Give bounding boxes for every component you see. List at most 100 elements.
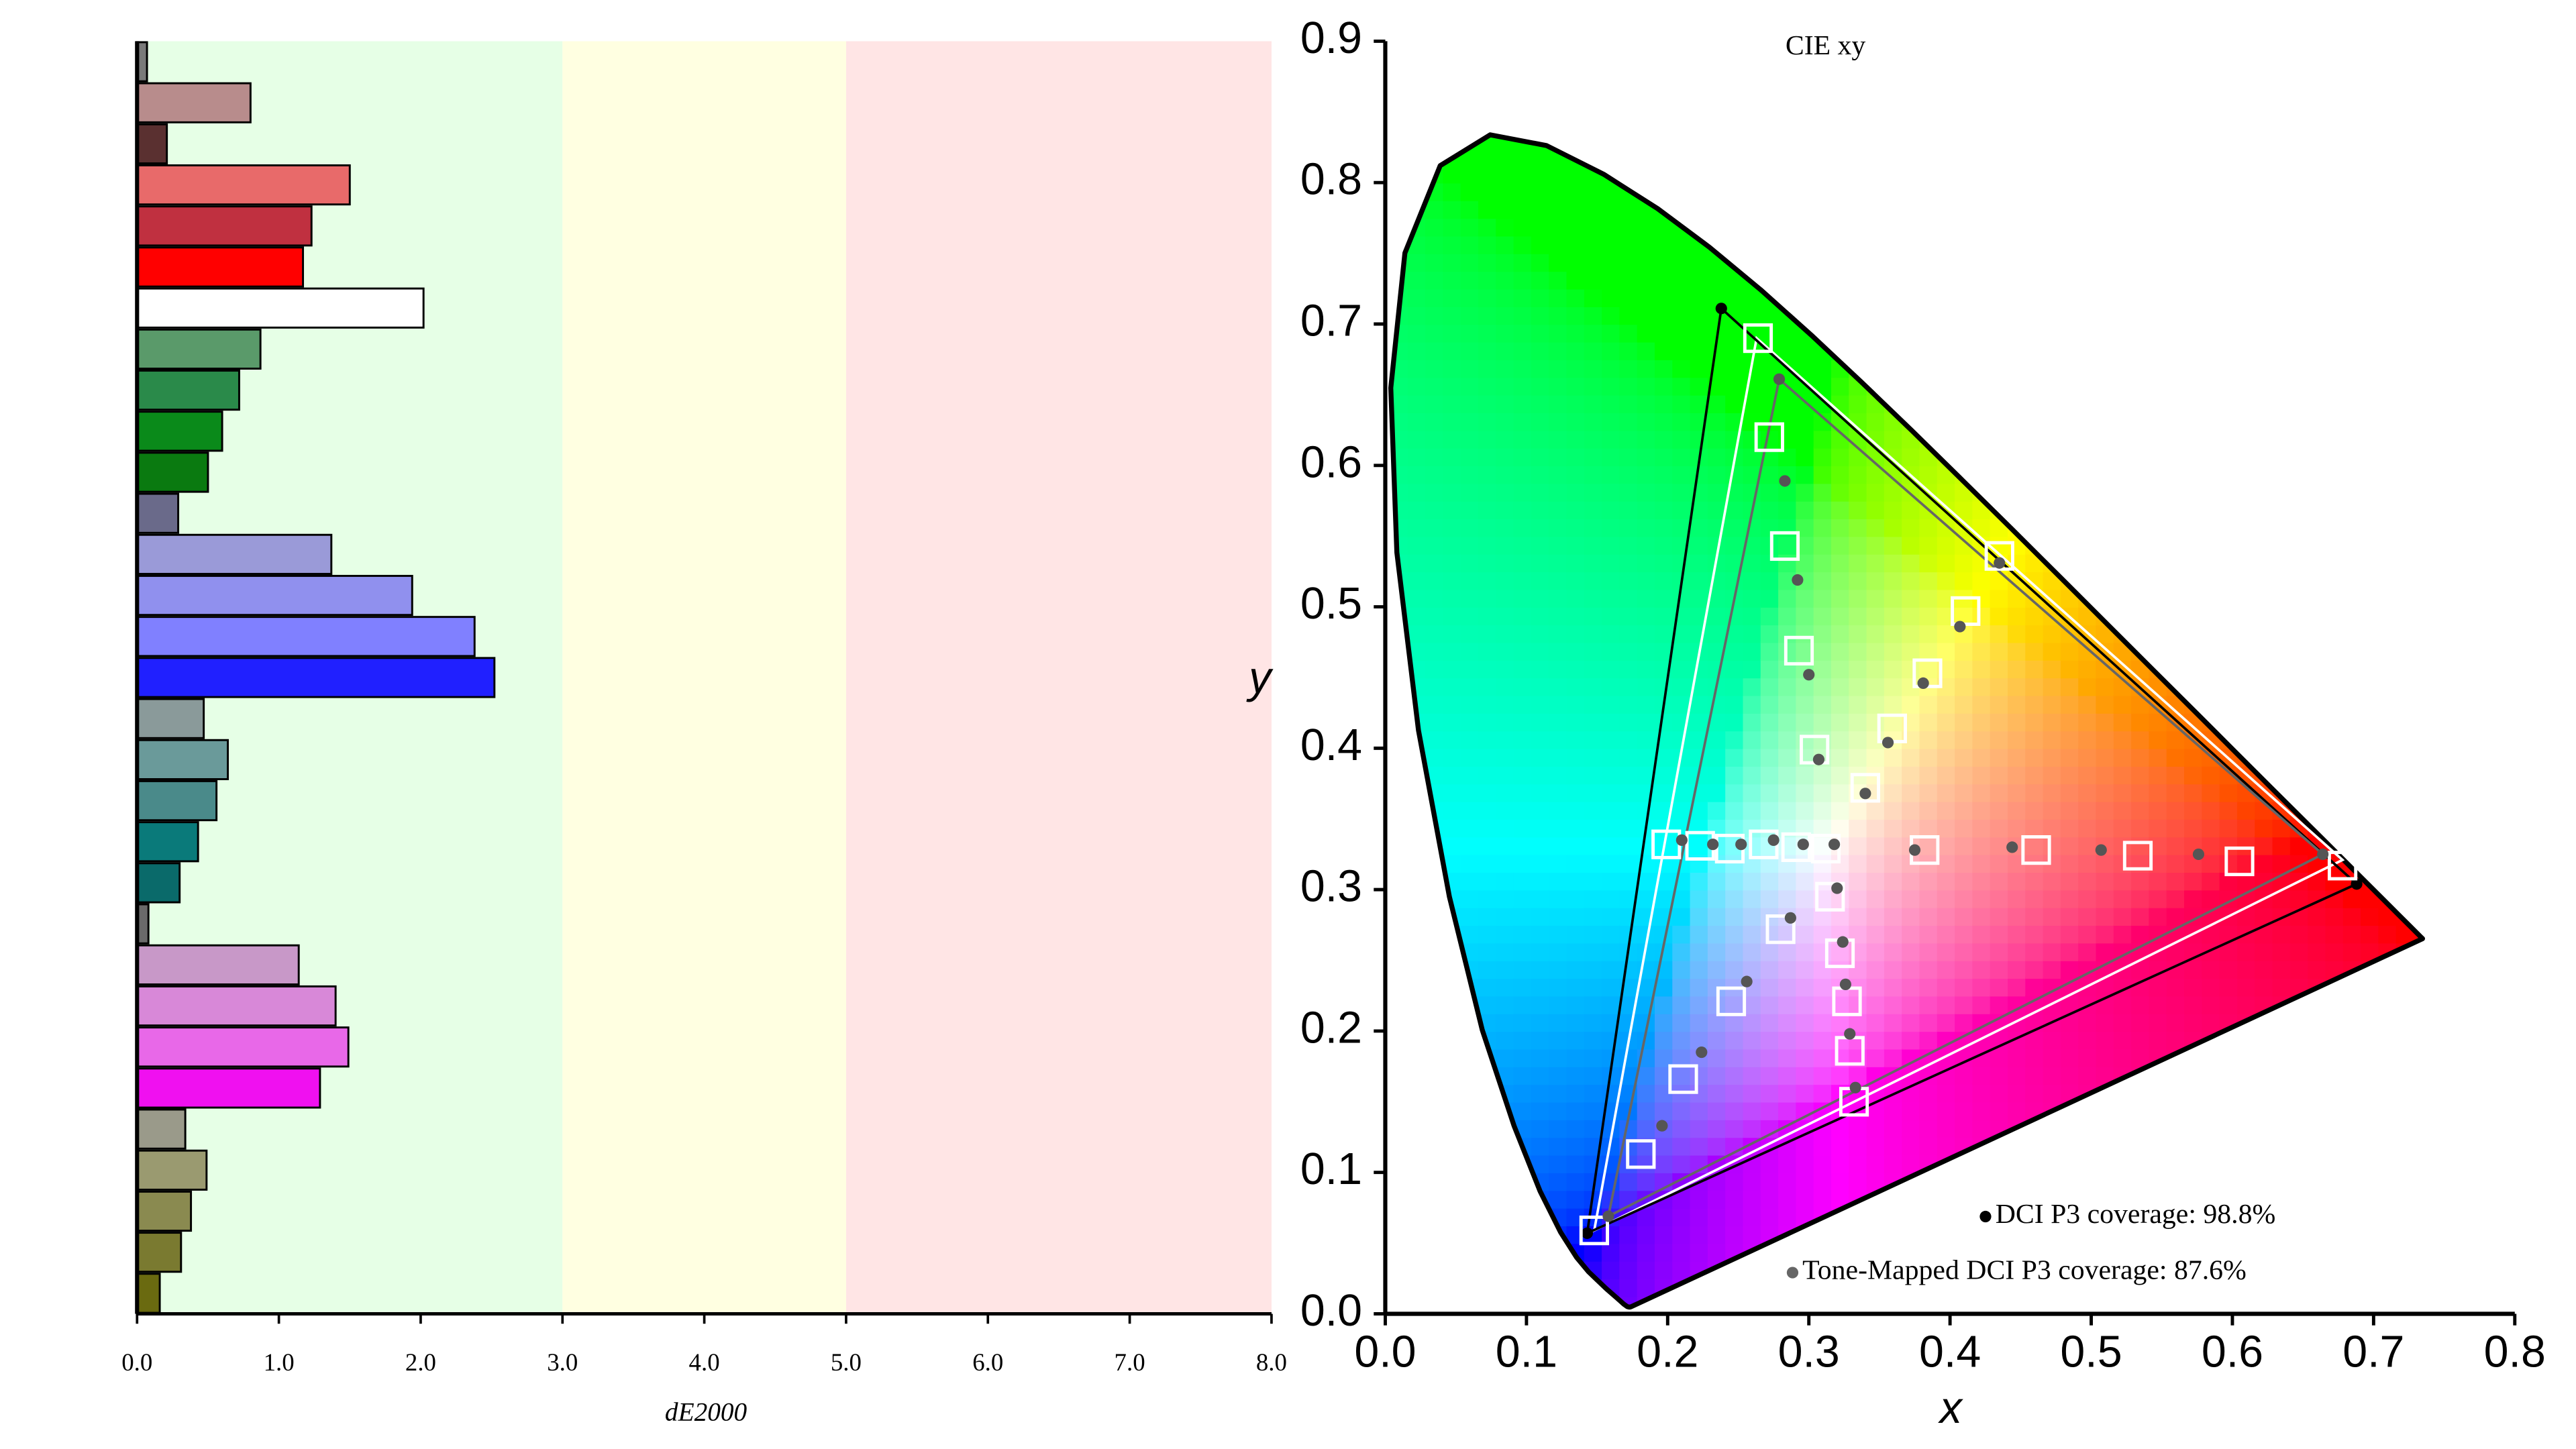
fill-cell [1760, 1065, 1780, 1085]
fill-cell [1460, 1101, 1480, 1120]
target-point [1716, 986, 1747, 1016]
x-tick-label: 0.2 [1637, 1327, 1698, 1377]
fill-cell [1990, 977, 2010, 997]
fill-cell [1937, 1065, 1957, 1085]
fill-cell [1707, 394, 1727, 413]
fill-cell [2395, 676, 2416, 696]
fill-cell [2113, 606, 2133, 626]
fill-cell [1778, 1101, 1798, 1120]
fill-cell [1849, 676, 1869, 696]
fill-cell [2219, 570, 2239, 590]
fill-cell [2008, 676, 2027, 696]
fill-cell [2289, 288, 2310, 307]
fill-cell [1443, 217, 1463, 237]
fill-cell [1813, 358, 1833, 378]
fill-cell [2413, 570, 2423, 590]
fill-cell [1443, 1065, 1463, 1085]
fill-cell [1955, 376, 1974, 396]
fill-cell [2378, 1224, 2398, 1244]
fill-cell [2060, 818, 2080, 838]
fill-cell [1919, 1136, 1939, 1156]
fill-cell [1672, 305, 1692, 325]
fill-cell [1866, 924, 1886, 944]
fill-cell [2131, 270, 2151, 290]
fill-cell [2289, 1277, 2310, 1297]
fill-cell [2113, 782, 2133, 802]
fill-cell [2289, 164, 2310, 184]
fill-cell [1531, 871, 1551, 891]
fill-cell [1478, 1224, 1498, 1244]
fill-cell [2378, 1048, 2398, 1067]
fill-cell [2149, 765, 2169, 785]
fill-cell [1637, 323, 1657, 343]
fill-cell [1637, 1083, 1657, 1103]
fill-cell [1513, 1030, 1533, 1050]
fill-cell [2078, 535, 2098, 555]
fill-cell [2272, 1083, 2292, 1103]
fill-cell [2255, 305, 2274, 325]
fill-cell [2113, 252, 2133, 272]
fill-cell [2202, 358, 2222, 378]
fill-cell [2202, 288, 2222, 307]
fill-cell [2413, 623, 2423, 643]
fill-cell [2131, 447, 2151, 467]
fill-cell [2431, 1030, 2451, 1050]
fill-cell [1390, 959, 1410, 979]
bar [136, 657, 496, 698]
fill-cell [1707, 959, 1727, 979]
fill-cell [1584, 411, 1604, 431]
fill-cell [2113, 270, 2133, 290]
fill-cell [2342, 482, 2363, 502]
fill-cell [1531, 411, 1551, 431]
fill-cell [2413, 1136, 2423, 1156]
fill-cell [1990, 959, 2010, 979]
fill-cell [2413, 1224, 2423, 1244]
fill-cell [1937, 164, 1957, 184]
fill-cell [1955, 164, 1974, 184]
fill-cell [1672, 906, 1692, 926]
fill-cell [1584, 1118, 1604, 1138]
fill-cell [1549, 977, 1568, 997]
fill-cell [1390, 1136, 1410, 1156]
fill-cell [2361, 535, 2380, 555]
fill-cell [2184, 782, 2204, 802]
fill-cell [2413, 358, 2423, 378]
bar [136, 985, 337, 1027]
fill-cell [2113, 411, 2133, 431]
fill-cell [1990, 747, 2010, 767]
fill-cell [2361, 235, 2380, 254]
fill-cell [1390, 729, 1410, 749]
fill-cell [2184, 888, 2204, 908]
fill-cell [2166, 588, 2186, 608]
fill-cell [2131, 217, 2151, 237]
fill-cell [1672, 429, 1692, 449]
fill-cell [1566, 134, 1586, 148]
fill-cell [2043, 641, 2063, 661]
fill-cell [1725, 606, 1745, 626]
fill-cell [1390, 164, 1392, 184]
bar [136, 328, 262, 370]
fill-cell [1654, 341, 1674, 360]
fill-cell [2025, 288, 2045, 307]
fill-cell [2342, 1154, 2363, 1173]
fill-cell [2431, 447, 2451, 466]
fill-cell [2236, 270, 2257, 290]
fill-cell [1443, 323, 1463, 343]
y-tick-label: 0.5 [1300, 579, 1362, 629]
fill-cell [1390, 164, 1410, 184]
fill-cell [1849, 606, 1869, 626]
fill-cell [1637, 305, 1657, 325]
fill-cell [1496, 447, 1516, 467]
fill-cell [1443, 995, 1463, 1014]
measured-point [1797, 839, 1809, 851]
fill-cell [1831, 553, 1851, 573]
fill-cell [1637, 235, 1657, 254]
fill-cell [1602, 358, 1621, 378]
fill-cell [1778, 588, 1798, 608]
fill-cell [2325, 217, 2345, 237]
fill-cell [1566, 447, 1586, 467]
fill-cell [2008, 888, 2027, 908]
fill-cell [2060, 1295, 2080, 1307]
fill-cell [1884, 623, 1904, 643]
fill-cell [1796, 977, 1816, 997]
